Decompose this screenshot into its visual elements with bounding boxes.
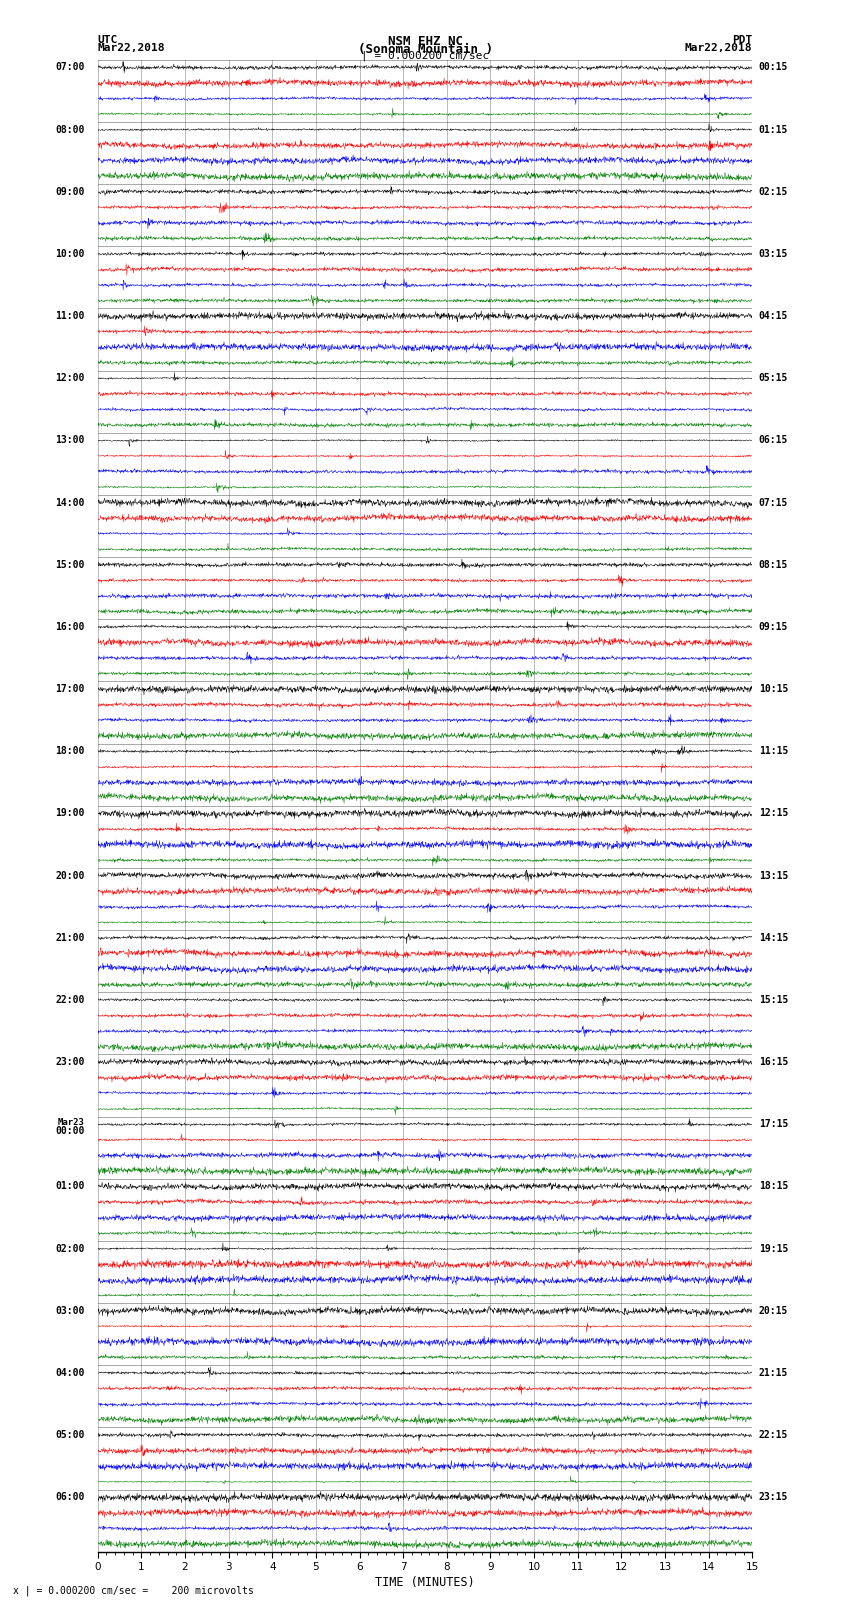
Text: 19:00: 19:00: [55, 808, 85, 818]
Text: 05:15: 05:15: [759, 373, 788, 384]
Text: 21:00: 21:00: [55, 932, 85, 944]
Text: 21:15: 21:15: [759, 1368, 788, 1378]
X-axis label: TIME (MINUTES): TIME (MINUTES): [375, 1576, 475, 1589]
Text: 06:15: 06:15: [759, 436, 788, 445]
Text: 15:15: 15:15: [759, 995, 788, 1005]
Text: 00:00: 00:00: [55, 1126, 85, 1136]
Text: 07:15: 07:15: [759, 498, 788, 508]
Text: 05:00: 05:00: [55, 1431, 85, 1440]
Text: 04:15: 04:15: [759, 311, 788, 321]
Text: 09:00: 09:00: [55, 187, 85, 197]
Text: 16:00: 16:00: [55, 623, 85, 632]
Text: 01:00: 01:00: [55, 1181, 85, 1192]
Text: 02:15: 02:15: [759, 187, 788, 197]
Text: Mar22,2018: Mar22,2018: [685, 44, 752, 53]
Text: 01:15: 01:15: [759, 124, 788, 134]
Text: 20:00: 20:00: [55, 871, 85, 881]
Text: 10:15: 10:15: [759, 684, 788, 694]
Text: 23:00: 23:00: [55, 1057, 85, 1068]
Text: 11:15: 11:15: [759, 747, 788, 756]
Text: 07:00: 07:00: [55, 63, 85, 73]
Text: 19:15: 19:15: [759, 1244, 788, 1253]
Text: 15:00: 15:00: [55, 560, 85, 569]
Text: 17:00: 17:00: [55, 684, 85, 694]
Text: 12:00: 12:00: [55, 373, 85, 384]
Text: 02:00: 02:00: [55, 1244, 85, 1253]
Text: x | = 0.000200 cm/sec =    200 microvolts: x | = 0.000200 cm/sec = 200 microvolts: [13, 1586, 253, 1597]
Text: 20:15: 20:15: [759, 1307, 788, 1316]
Text: 03:15: 03:15: [759, 248, 788, 260]
Text: Mar23: Mar23: [58, 1118, 85, 1127]
Text: 08:15: 08:15: [759, 560, 788, 569]
Text: 13:00: 13:00: [55, 436, 85, 445]
Text: 22:00: 22:00: [55, 995, 85, 1005]
Text: 06:00: 06:00: [55, 1492, 85, 1502]
Text: 04:00: 04:00: [55, 1368, 85, 1378]
Text: UTC: UTC: [98, 35, 118, 45]
Text: (Sonoma Mountain ): (Sonoma Mountain ): [358, 44, 492, 56]
Text: 12:15: 12:15: [759, 808, 788, 818]
Text: 03:00: 03:00: [55, 1307, 85, 1316]
Text: PDT: PDT: [732, 35, 752, 45]
Text: | = 0.000200 cm/sec: | = 0.000200 cm/sec: [361, 50, 489, 61]
Text: 23:15: 23:15: [759, 1492, 788, 1502]
Text: 08:00: 08:00: [55, 124, 85, 134]
Text: 14:00: 14:00: [55, 498, 85, 508]
Text: 18:15: 18:15: [759, 1181, 788, 1192]
Text: Mar22,2018: Mar22,2018: [98, 44, 165, 53]
Text: 18:00: 18:00: [55, 747, 85, 756]
Text: 13:15: 13:15: [759, 871, 788, 881]
Text: 14:15: 14:15: [759, 932, 788, 944]
Text: 10:00: 10:00: [55, 248, 85, 260]
Text: 11:00: 11:00: [55, 311, 85, 321]
Text: NSM EHZ NC: NSM EHZ NC: [388, 35, 462, 48]
Text: 00:15: 00:15: [759, 63, 788, 73]
Text: 16:15: 16:15: [759, 1057, 788, 1068]
Text: 17:15: 17:15: [759, 1119, 788, 1129]
Text: 22:15: 22:15: [759, 1431, 788, 1440]
Text: 09:15: 09:15: [759, 623, 788, 632]
